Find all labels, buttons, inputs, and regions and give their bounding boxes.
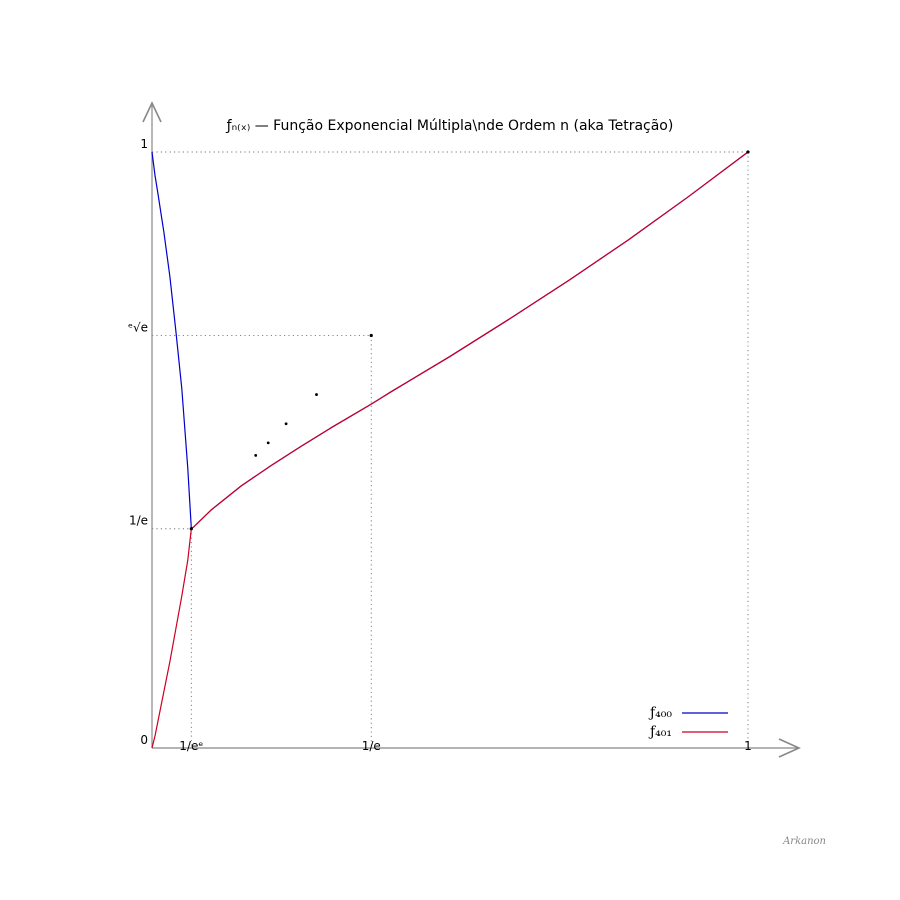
y-tick-label-2: ᵉ√e bbox=[128, 320, 148, 334]
legend-label-1: ƒ₄₀₁ bbox=[648, 724, 672, 740]
x-tick-label-2: 1 bbox=[744, 739, 752, 753]
x-tick-labels: 1/eᵉ 1/e 1 bbox=[179, 739, 752, 753]
reference-point-2 bbox=[746, 150, 750, 154]
ellipsis-dot-2 bbox=[284, 422, 288, 426]
y-tick-label-0: 0 bbox=[140, 733, 148, 747]
legend-label-0: ƒ₄₀₀ bbox=[648, 705, 672, 721]
series-group bbox=[151, 151, 749, 749]
y-axis-arrowhead bbox=[142, 101, 162, 123]
axes bbox=[142, 101, 801, 758]
x-tick-label-1: 1/e bbox=[362, 739, 381, 753]
series-line-0 bbox=[151, 151, 749, 530]
reference-point-0 bbox=[189, 527, 193, 531]
x-tick-label-0: 1/eᵉ bbox=[179, 739, 203, 753]
ellipsis-dot-3 bbox=[315, 393, 318, 396]
marker-group bbox=[189, 150, 750, 531]
ellipsis-dot-1 bbox=[266, 441, 270, 445]
series-line-1 bbox=[151, 151, 749, 749]
x-axis-arrowhead bbox=[778, 738, 801, 758]
y-tick-labels: 0 1/e ᵉ√e 1 bbox=[128, 137, 148, 747]
chart-title: ƒₙ₍ₓ₎ — Função Exponencial Múltipla\nde … bbox=[226, 118, 674, 134]
legend: ƒ₄₀₀ ƒ₄₀₁ bbox=[648, 705, 728, 740]
reference-point-1 bbox=[369, 333, 373, 338]
y-tick-label-1: 1/e bbox=[129, 514, 148, 528]
credit-text: Arkanon bbox=[782, 836, 826, 847]
reference-lines bbox=[152, 151, 749, 748]
ellipsis-dot-0 bbox=[254, 453, 258, 457]
y-tick-label-3: 1 bbox=[140, 137, 148, 151]
